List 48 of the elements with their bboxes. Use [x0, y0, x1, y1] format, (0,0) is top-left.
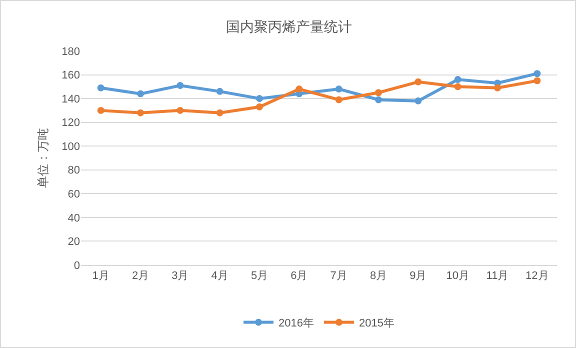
- x-tick-label: 2月: [132, 270, 150, 282]
- point: [414, 78, 422, 86]
- point: [137, 90, 144, 98]
- point: [97, 84, 104, 92]
- y-tick-label: 120: [62, 117, 80, 130]
- point: [454, 83, 462, 90]
- y-tick-label: 20: [68, 236, 80, 248]
- y-tick-label: 160: [62, 70, 80, 82]
- y-tick-label: 100: [62, 140, 80, 153]
- point: [534, 70, 541, 78]
- x-tick-label: 6月: [290, 270, 308, 282]
- point: [176, 106, 184, 114]
- point: [256, 95, 263, 102]
- x-tick-label: 11月: [486, 270, 509, 282]
- x-tick-label: 12月: [526, 270, 549, 282]
- legend-label: 2016年: [278, 318, 314, 330]
- point: [335, 86, 342, 93]
- x-tick-label: 8月: [370, 270, 388, 282]
- point: [296, 86, 303, 93]
- legend-label: 2015年: [358, 318, 394, 330]
- x-tick-label: 3月: [172, 270, 189, 282]
- y-tick-label: 0: [74, 260, 80, 272]
- x-tick-label: 1月: [92, 270, 110, 282]
- y-tick-label: 40: [68, 212, 80, 224]
- y-tick-label: 60: [68, 188, 80, 201]
- x-tick-label: 7月: [330, 270, 348, 282]
- y-tick-label: 180: [62, 46, 80, 58]
- chart-title: 国内聚丙烯产量统计: [226, 18, 352, 35]
- point: [494, 84, 501, 92]
- point: [216, 88, 224, 95]
- y-tick-label: 140: [62, 93, 80, 106]
- point: [375, 89, 382, 96]
- x-tick-label: 5月: [250, 270, 268, 282]
- y-axis-title: 单位：万吨: [36, 128, 50, 188]
- x-tick-label: 4月: [211, 270, 228, 282]
- point: [216, 109, 224, 116]
- point: [335, 96, 342, 104]
- point: [454, 76, 462, 84]
- point: [137, 109, 144, 116]
- point: [534, 77, 541, 84]
- point: [375, 96, 382, 104]
- point: [176, 82, 184, 89]
- point: [97, 106, 104, 114]
- y-tick-label: 80: [68, 164, 80, 177]
- point: [414, 97, 422, 104]
- x-tick-label: 9月: [410, 270, 427, 282]
- x-tick-label: 10月: [446, 270, 470, 282]
- point: [256, 103, 263, 110]
